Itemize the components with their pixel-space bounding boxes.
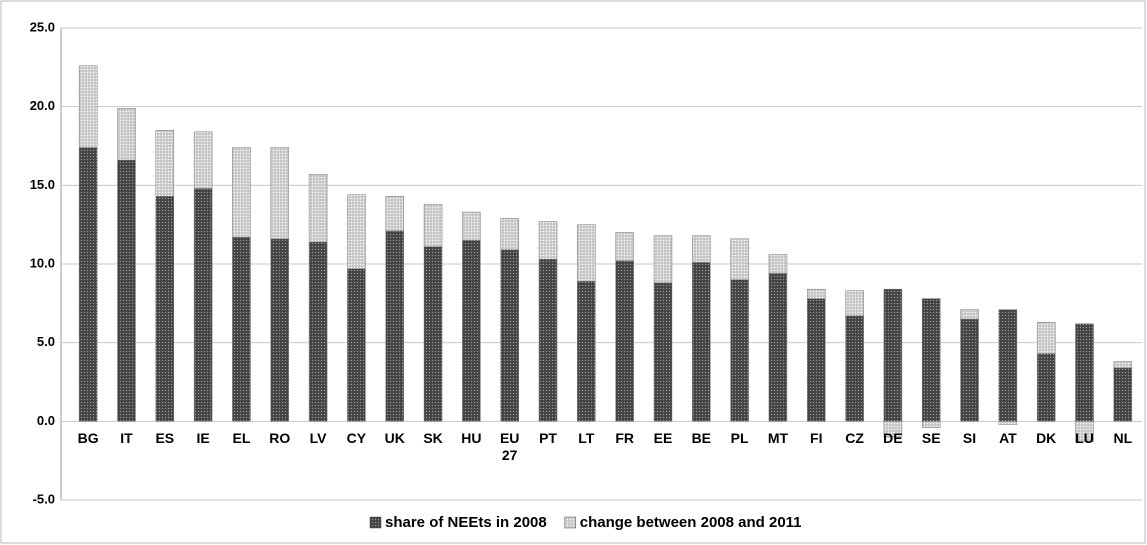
bar-segment xyxy=(960,309,979,320)
bar-segment xyxy=(768,273,788,422)
x-tick-label: FI xyxy=(810,430,823,447)
y-tick-label: 25.0 xyxy=(30,19,55,34)
bar-segment xyxy=(423,203,443,247)
bar-segment xyxy=(385,196,404,232)
bar-segment xyxy=(883,288,903,422)
x-tick-label: SE xyxy=(921,430,941,447)
x-tick-label: FR xyxy=(615,430,634,447)
y-tick-label: -5.0 xyxy=(33,491,55,506)
bar-segment xyxy=(193,131,213,189)
legend-label: change between 2008 and 2011 xyxy=(580,514,802,531)
bar-segment xyxy=(1036,321,1056,354)
bar-segment xyxy=(921,298,941,422)
bar-segment xyxy=(845,315,864,422)
bar-segment xyxy=(232,147,251,238)
x-tick-label: DK xyxy=(1036,430,1057,447)
x-tick-label: BG xyxy=(77,430,99,447)
bar-segment xyxy=(270,238,290,422)
bar-segment xyxy=(807,288,826,299)
bar-segment xyxy=(1075,323,1094,422)
y-tick-label: 10.0 xyxy=(30,255,55,270)
bar-segment xyxy=(347,194,366,269)
bar-segment xyxy=(730,238,749,280)
bar-segment xyxy=(385,230,404,422)
y-tick-label: 0.0 xyxy=(37,413,55,428)
bar-segment xyxy=(615,260,634,422)
x-tick-label: UK xyxy=(384,430,405,447)
x-tick-label: SI xyxy=(962,430,977,447)
bar-segment xyxy=(653,235,673,284)
bar-segment xyxy=(155,130,175,197)
bar-segment xyxy=(347,268,366,422)
bar-segment xyxy=(921,421,941,428)
bar-segment xyxy=(462,240,481,422)
bar-segment xyxy=(577,224,596,282)
bar-segment xyxy=(883,421,903,438)
x-tick-label: LV xyxy=(309,430,327,447)
y-tick-label: 5.0 xyxy=(37,334,55,349)
bar-segment xyxy=(78,147,98,422)
x-tick-label: CZ xyxy=(845,430,864,447)
bar-segment xyxy=(730,279,749,422)
bar-segment xyxy=(960,318,979,422)
x-tick-label: PL xyxy=(730,430,749,447)
bar-segment xyxy=(692,235,711,263)
bar-segment xyxy=(845,290,864,317)
x-tick-label: NL xyxy=(1113,430,1133,447)
bar-segment xyxy=(768,254,788,274)
x-tick-label: RO xyxy=(269,430,291,447)
bar-segment xyxy=(462,211,481,241)
y-tick-label: 20.0 xyxy=(30,98,55,113)
legend-swatch xyxy=(564,516,576,529)
bar-segment xyxy=(538,221,558,260)
x-tick-label: SK xyxy=(423,430,443,447)
bar-segment xyxy=(308,174,328,243)
bar-segment xyxy=(1036,353,1056,422)
x-tick-label: EU 27 xyxy=(499,430,520,464)
bar-segment xyxy=(998,309,1018,422)
bar-segment xyxy=(270,147,290,240)
x-tick-label: MT xyxy=(767,430,789,447)
x-tick-label: CY xyxy=(346,430,367,447)
bar-segment xyxy=(615,232,634,262)
bar-segment xyxy=(193,188,213,422)
legend-label: share of NEEts in 2008 xyxy=(385,514,547,531)
bar-segment xyxy=(1113,367,1133,422)
bar-segment xyxy=(78,65,98,148)
bar-segment xyxy=(423,246,443,422)
x-tick-label: BE xyxy=(691,430,712,447)
x-tick-label: EE xyxy=(653,430,673,447)
x-tick-label: LU xyxy=(1075,430,1094,447)
bar-segment xyxy=(500,249,519,422)
x-tick-label: EL xyxy=(232,430,251,447)
bar-segment xyxy=(155,196,175,422)
bar-segment xyxy=(232,237,251,422)
x-tick-label: AT xyxy=(999,430,1017,447)
bar-segment xyxy=(577,281,596,422)
x-tick-label: ES xyxy=(155,430,175,447)
bar-segment xyxy=(538,259,558,422)
bar-segment xyxy=(117,107,136,161)
bar-segment xyxy=(998,421,1018,425)
x-tick-label: DE xyxy=(883,430,903,447)
bar-segment xyxy=(1113,361,1133,369)
bar-segment xyxy=(500,218,519,251)
bar-segment xyxy=(117,159,136,422)
x-tick-label: LT xyxy=(578,430,595,447)
bar-segment xyxy=(807,298,826,422)
x-tick-label: HU xyxy=(461,430,482,447)
bar-segment xyxy=(308,241,328,422)
legend-swatch xyxy=(369,516,382,529)
x-tick-label: IE xyxy=(196,430,210,447)
bar-segment xyxy=(1075,421,1094,443)
x-tick-label: IT xyxy=(120,430,133,447)
y-tick-label: 15.0 xyxy=(30,177,55,192)
bar-segment xyxy=(653,282,673,422)
bar-segment xyxy=(692,262,711,422)
x-tick-label: PT xyxy=(539,430,557,447)
